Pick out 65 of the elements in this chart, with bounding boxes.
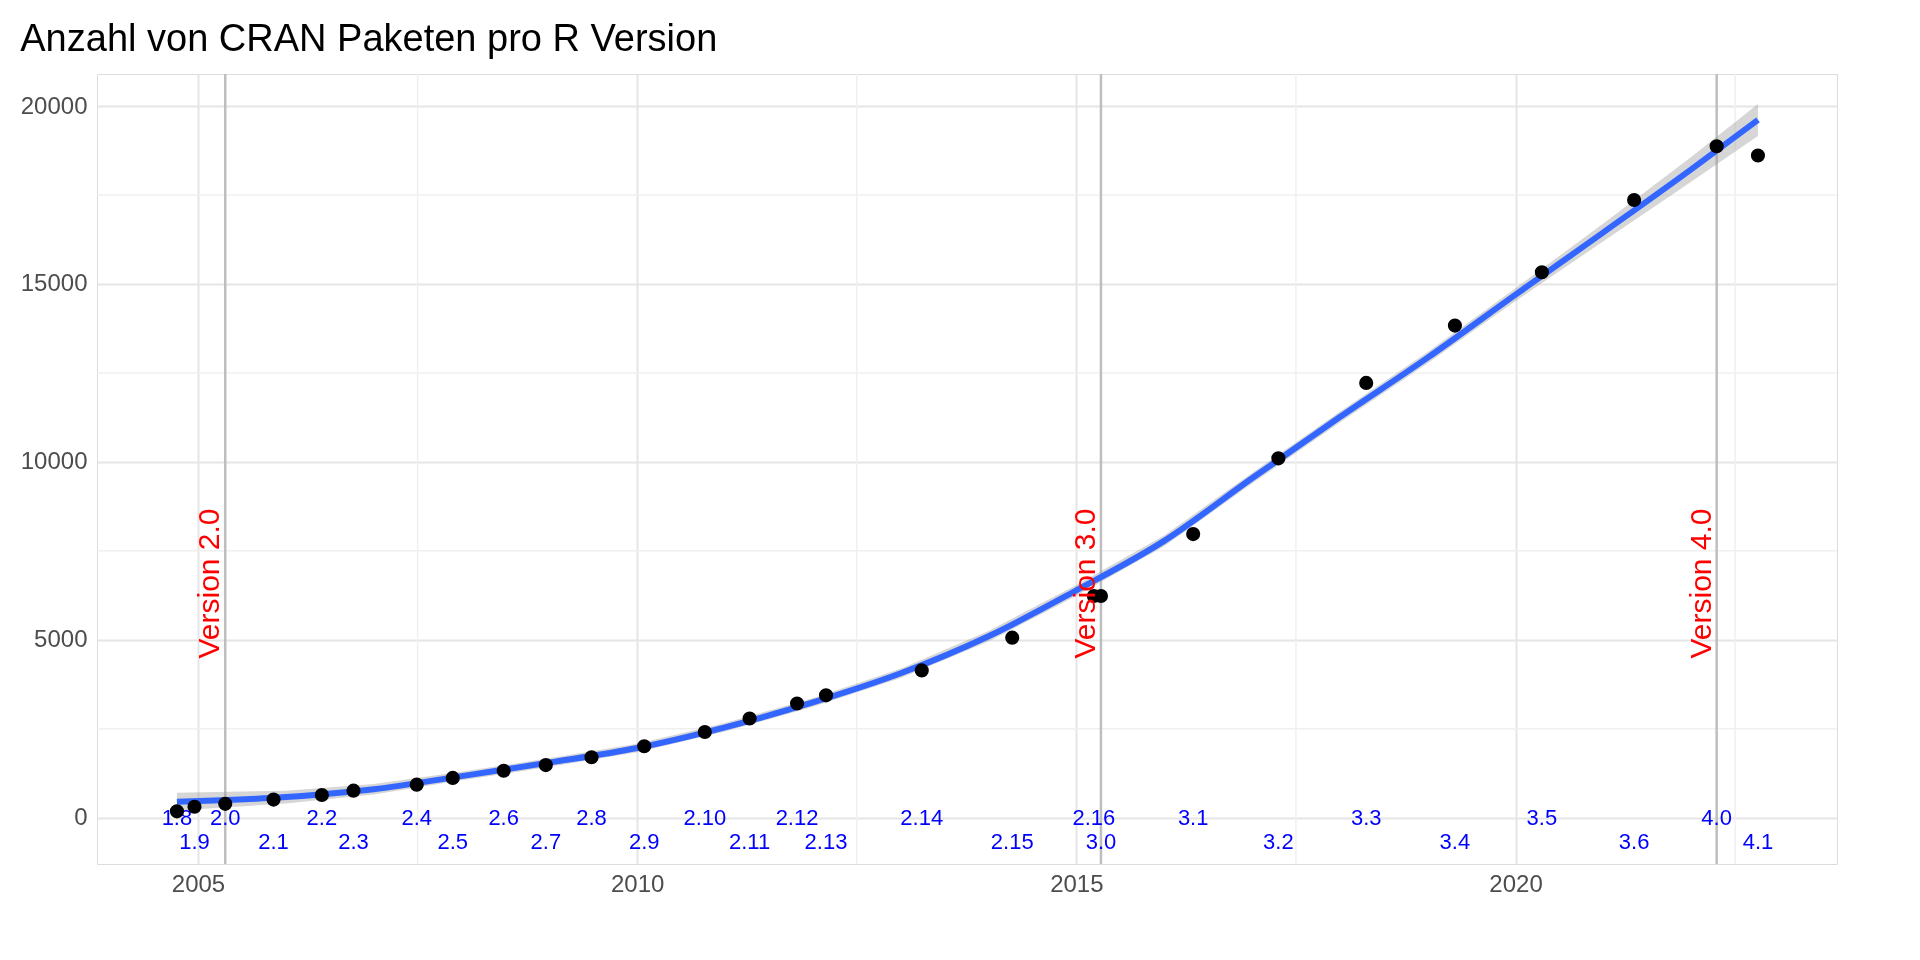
- annotation: 2.11: [729, 828, 771, 854]
- point: [266, 792, 281, 807]
- point: [914, 663, 929, 678]
- point: [818, 688, 834, 703]
- point: [496, 763, 511, 778]
- point: [538, 758, 553, 773]
- annotation: 2.14: [900, 804, 944, 830]
- annotation: 3.2: [1263, 828, 1294, 854]
- annotation: 3.5: [1526, 804, 1558, 830]
- annotation: 3.6: [1618, 828, 1650, 854]
- y-tick-label: 0: [74, 803, 88, 831]
- point: [1709, 139, 1724, 154]
- point: [789, 696, 805, 711]
- annotation: 2.8: [576, 804, 607, 830]
- annotation: 4.1: [1742, 828, 1774, 854]
- point: [445, 770, 460, 785]
- x-tick-label: 2005: [171, 869, 226, 897]
- annotation: 2.10: [683, 804, 727, 830]
- annotation: 2.3: [338, 828, 369, 854]
- point: [742, 711, 757, 726]
- point: [637, 739, 652, 754]
- point: [346, 783, 361, 798]
- annotation: 2.9: [628, 828, 660, 854]
- annotation: 2.12: [775, 804, 819, 830]
- annotation: 2.13: [804, 828, 848, 854]
- annotation: 2.2: [306, 804, 338, 830]
- point: [1005, 630, 1020, 645]
- point: [1359, 375, 1374, 390]
- ref-line-label: Version 2.0: [192, 508, 226, 659]
- x-tick-label: 2015: [1050, 869, 1104, 897]
- annotation: 4.0: [1701, 804, 1732, 830]
- point: [314, 787, 329, 803]
- point: [1627, 192, 1642, 208]
- point: [1186, 527, 1201, 542]
- annotation: 2.15: [990, 828, 1034, 854]
- annotation: 1.9: [179, 828, 210, 854]
- x-tick-label: 2020: [1489, 869, 1543, 897]
- annotation: 3.1: [1177, 804, 1209, 830]
- y-tick-label: 20000: [20, 91, 88, 119]
- point: [218, 796, 233, 811]
- annotation: 2.1: [258, 828, 289, 854]
- annotation: 2.5: [437, 828, 469, 854]
- x-tick-label: 2010: [610, 869, 665, 897]
- annotation: 2.0: [209, 804, 241, 830]
- annotation: 2.4: [401, 804, 433, 830]
- annotation: 2.6: [488, 804, 519, 830]
- y-tick-label: 5000: [34, 625, 88, 653]
- point: [1447, 318, 1462, 333]
- annotation: 3.0: [1085, 828, 1117, 854]
- annotation: 3.3: [1350, 804, 1382, 830]
- ref-line-label: Version 4.0: [1683, 508, 1717, 659]
- ref-line-label: Version 3.0: [1067, 508, 1101, 659]
- point: [1271, 451, 1286, 466]
- annotation: 2.7: [530, 828, 562, 854]
- y-tick-label: 10000: [20, 447, 88, 475]
- point: [1750, 148, 1766, 163]
- point: [697, 724, 712, 740]
- point: [1534, 265, 1549, 280]
- annotation: 2.16: [1072, 804, 1116, 830]
- point: [409, 777, 424, 792]
- point: [584, 750, 599, 765]
- chart-title: Anzahl von CRAN Paketen pro R Version: [20, 16, 718, 59]
- annotation: 3.4: [1439, 828, 1471, 854]
- annotation: 1.8: [161, 804, 193, 830]
- y-tick-label: 15000: [20, 269, 88, 297]
